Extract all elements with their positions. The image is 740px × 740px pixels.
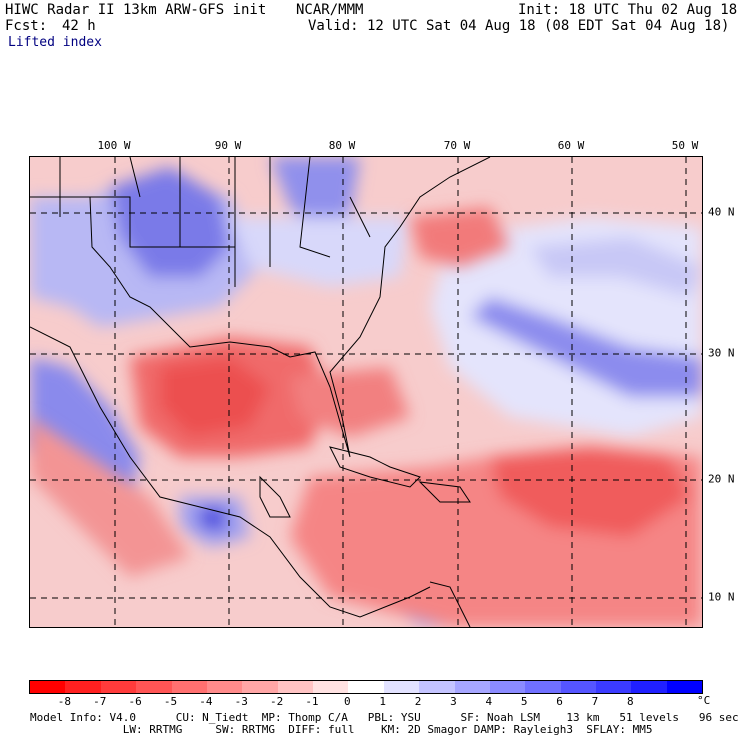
product-title: HIWC Radar II 13km ARW-GFS init — [5, 2, 267, 18]
color-scale-swatch — [560, 681, 596, 693]
lat-label-30n: 30 N — [708, 346, 735, 360]
color-scale-tick: -1 — [305, 695, 319, 708]
color-scale-swatch — [100, 681, 137, 693]
color-scale-swatch — [30, 681, 66, 693]
valid-time: Valid: 12 UTC Sat 04 Aug 18 (08 EDT Sat … — [308, 18, 730, 34]
color-scale-swatch — [242, 681, 278, 693]
lon-label-90w: 90 W — [214, 139, 242, 152]
map-canvas — [30, 157, 702, 627]
organization-label: NCAR/MMM — [296, 2, 364, 18]
forecast-map — [29, 156, 703, 628]
lat-label-20n: 20 N — [708, 472, 735, 486]
color-scale-swatch — [171, 681, 207, 693]
init-time: Init: 18 UTC Thu 02 Aug 18 — [518, 2, 738, 18]
lon-label-50w: 50 W — [671, 139, 699, 152]
color-scale-swatch — [454, 681, 490, 693]
color-scale-swatch — [383, 681, 420, 693]
color-scale-swatch — [525, 681, 561, 693]
color-scale-swatch — [489, 681, 526, 693]
lat-label-40n: 40 N — [708, 205, 735, 219]
color-scale-swatch — [277, 681, 313, 693]
forecast-label: Fcst: — [5, 18, 48, 34]
model-info-line1: Model Info: V4.0 CU: N_Tiedt MP: Thomp C… — [30, 711, 739, 724]
color-scale-swatch — [419, 681, 455, 693]
color-scale-swatch — [666, 681, 703, 693]
color-scale-tick: -7 — [93, 695, 107, 708]
color-scale-tick: 6 — [556, 695, 563, 708]
color-scale-tick: 3 — [450, 695, 457, 708]
lon-label-70w: 70 W — [443, 139, 471, 152]
color-scale-tick: -2 — [269, 695, 284, 708]
model-info-line2: LW: RRTMG SW: RRTMG DIFF: full KM: 2D Sm… — [30, 723, 653, 736]
color-scale-tick: -6 — [128, 695, 142, 708]
color-scale-swatch — [631, 681, 667, 693]
color-scale-tick: 5 — [520, 695, 528, 708]
color-scale-tick: -8 — [57, 695, 71, 708]
color-scale-tick: 2 — [414, 695, 422, 708]
color-scale-swatch — [596, 681, 632, 693]
color-scale-tick: -5 — [163, 695, 178, 708]
color-scale-tick: 4 — [485, 695, 493, 708]
lon-label-60w: 60 W — [557, 139, 585, 152]
unstable-regions — [30, 207, 702, 627]
color-scale-swatch — [348, 681, 384, 693]
color-scale-unit: °C — [697, 694, 711, 707]
lat-label-10n: 10 N — [708, 590, 735, 604]
color-scale-swatch — [65, 681, 101, 693]
lon-label-100w: 100 W — [97, 139, 131, 152]
color-scale-swatch — [136, 681, 172, 693]
color-scale-tick: -3 — [234, 695, 248, 708]
color-scale-tick: 1 — [379, 695, 386, 708]
color-scale-tick: 7 — [591, 695, 599, 708]
coastlines — [30, 157, 491, 627]
forecast-hour: 42 h — [62, 18, 96, 34]
color-scale-tick: -4 — [199, 695, 213, 708]
lon-label-80w: 80 W — [328, 139, 356, 152]
graticule — [30, 157, 702, 627]
field-name: Lifted index — [8, 35, 102, 50]
color-scale-swatch — [206, 681, 243, 693]
color-scale-swatch — [313, 681, 349, 693]
color-scale — [29, 680, 703, 694]
color-scale-tick: 0 — [344, 695, 351, 708]
color-scale-tick: 8 — [626, 695, 634, 708]
